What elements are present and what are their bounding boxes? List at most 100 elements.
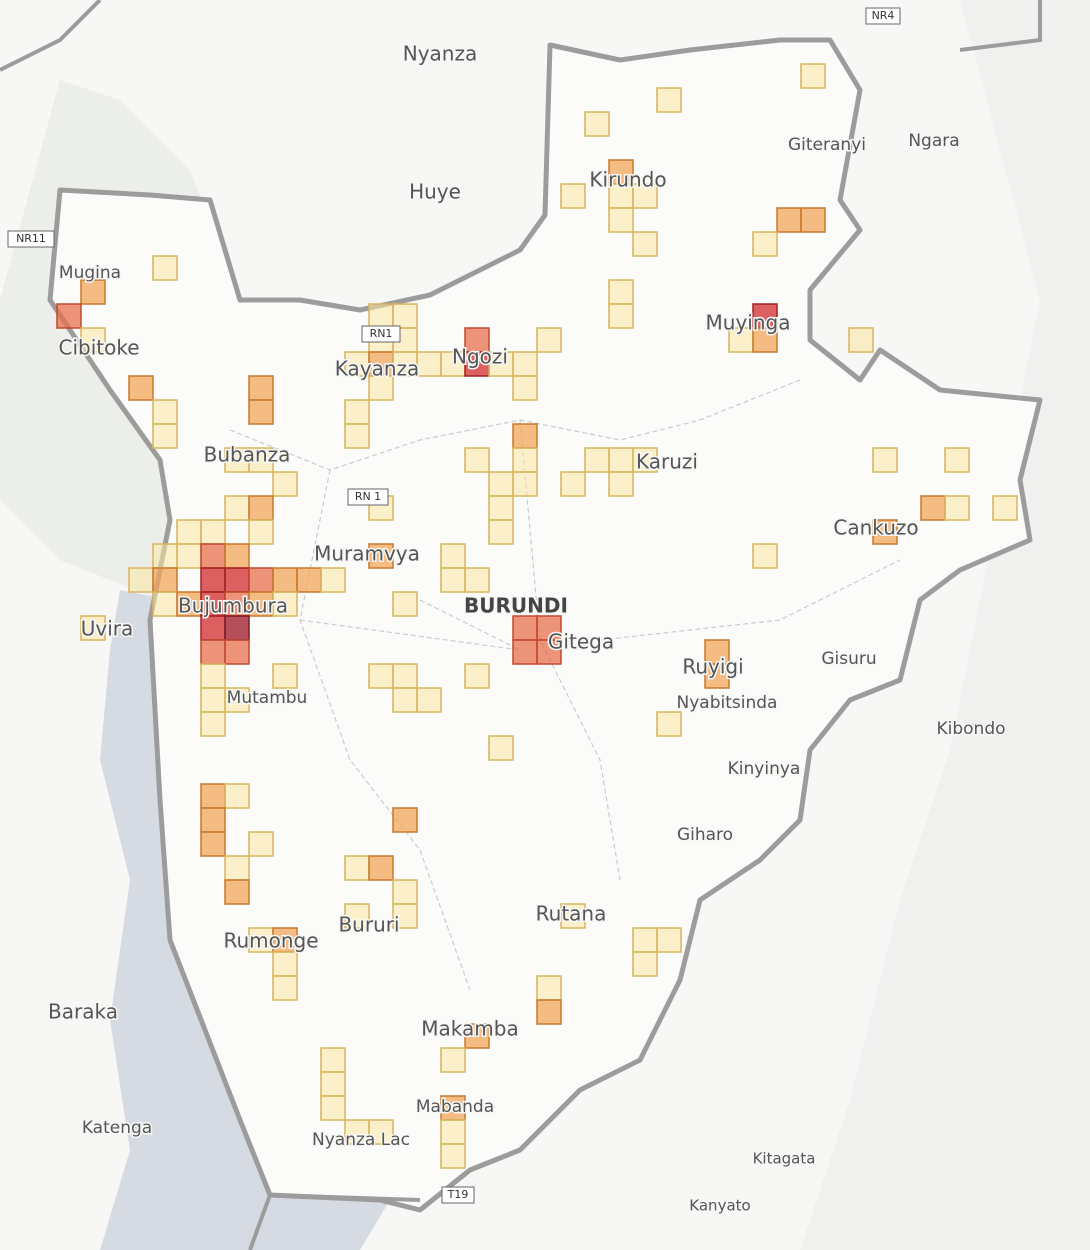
road-shield: RN 1 [347, 488, 389, 506]
place-label: Giteranyi [788, 135, 866, 155]
admin-boundary [229, 379, 901, 991]
heat-cell [344, 351, 370, 377]
heat-cell [392, 879, 418, 905]
heat-cell [224, 879, 250, 905]
place-label: Ruyigi [682, 655, 743, 679]
heat-cell [224, 543, 250, 569]
heat-cell [632, 231, 658, 257]
heat-cell [728, 327, 754, 353]
heat-cell [224, 615, 250, 641]
heat-cell [704, 663, 730, 689]
heat-cell [320, 1071, 346, 1097]
heat-cell [368, 1119, 394, 1145]
heat-cell [200, 663, 226, 689]
place-label: Gitega [548, 630, 614, 654]
heat-cell [872, 519, 898, 545]
heat-cell [248, 399, 274, 425]
road-label: T19 [447, 1188, 469, 1201]
place-label: Huye [409, 180, 461, 204]
heat-cell [632, 951, 658, 977]
heat-cell [512, 471, 538, 497]
place-label: Muyinga [706, 311, 791, 335]
heat-cell [944, 495, 970, 521]
heat-cell [200, 567, 226, 593]
place-label: Rumonge [223, 929, 318, 953]
heat-cell [512, 639, 538, 665]
heat-cell [920, 495, 946, 521]
heat-cell [224, 591, 250, 617]
heat-cell [200, 831, 226, 857]
heat-cell [176, 543, 202, 569]
heat-cell [272, 951, 298, 977]
place-label: Kinyinya [728, 759, 801, 779]
heat-cell [368, 303, 394, 329]
place-label: Nyabitsinda [677, 693, 778, 713]
heat-cell [608, 159, 634, 185]
heat-cell [656, 927, 682, 953]
heat-cell [368, 855, 394, 881]
heat-cell [248, 591, 274, 617]
place-label: Ngozi [452, 345, 508, 369]
heat-cell [560, 903, 586, 929]
heat-cell [800, 63, 826, 89]
heat-cell [272, 591, 298, 617]
heat-cell [752, 543, 778, 569]
heat-cell [512, 423, 538, 449]
heat-cell [200, 783, 226, 809]
heat-cell [80, 279, 106, 305]
heat-cell [656, 711, 682, 737]
heat-cell [608, 207, 634, 233]
heat-cell [344, 399, 370, 425]
heat-cell [464, 663, 490, 689]
heat-cell [368, 351, 394, 377]
heat-cell [536, 327, 562, 353]
heat-cell [392, 303, 418, 329]
heat-cell [272, 663, 298, 689]
heat-cell [320, 567, 346, 593]
heat-cell [224, 687, 250, 713]
road-label: NR4 [872, 9, 895, 22]
heat-cell [440, 351, 466, 377]
heat-cell [560, 471, 586, 497]
heat-cell [224, 447, 250, 473]
place-label: Bujumbura [178, 594, 288, 618]
heat-cell [272, 471, 298, 497]
road-label: NR11 [16, 232, 46, 245]
heat-cell [200, 711, 226, 737]
heat-cell [152, 399, 178, 425]
heat-cell [368, 663, 394, 689]
heat-cell [632, 447, 658, 473]
heat-cell [440, 1143, 466, 1169]
heat-cell [152, 423, 178, 449]
place-label: Kibondo [936, 719, 1005, 739]
road-shield: NR4 [865, 7, 901, 25]
place-label: Kirundo [589, 168, 666, 192]
heat-cell [488, 495, 514, 521]
heat-cell [848, 327, 874, 353]
heat-cell [272, 975, 298, 1001]
country-label: BURUNDI [464, 594, 568, 618]
place-label: Gisuru [821, 649, 876, 669]
heat-cell [80, 615, 106, 641]
heat-cell [80, 327, 106, 353]
road-label: RN1 [370, 327, 393, 340]
heat-cell [416, 351, 442, 377]
place-label: Kitagata [753, 1150, 816, 1168]
heat-cell [152, 591, 178, 617]
place-label: Nyanza Lac [312, 1130, 410, 1150]
heat-cell [608, 279, 634, 305]
heat-cell [944, 447, 970, 473]
heat-cell [248, 567, 274, 593]
heat-cell [440, 543, 466, 569]
heat-cell [392, 903, 418, 929]
heat-cell [608, 303, 634, 329]
heat-cell [224, 783, 250, 809]
heat-cell [392, 687, 418, 713]
heat-cell [464, 351, 490, 377]
heat-cell [536, 975, 562, 1001]
heat-cell [488, 471, 514, 497]
road-shield: RN1 [361, 325, 401, 343]
heat-cell [512, 375, 538, 401]
heat-cell [584, 111, 610, 137]
heat-cell [200, 543, 226, 569]
